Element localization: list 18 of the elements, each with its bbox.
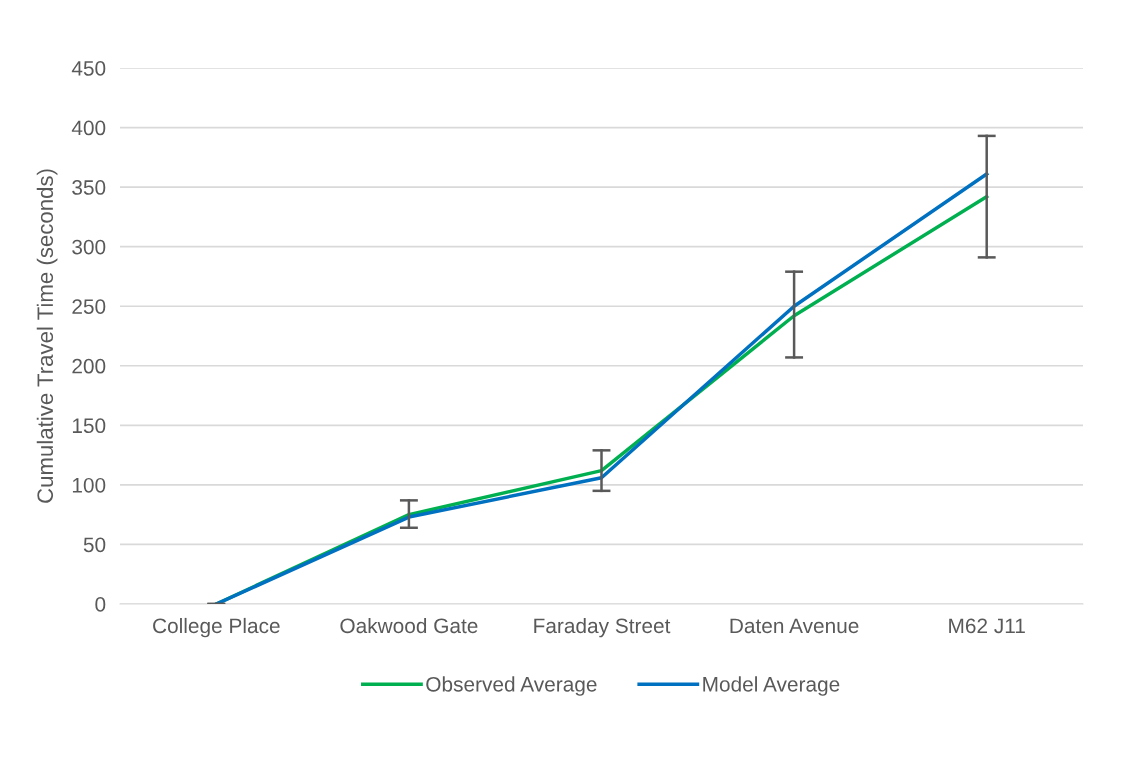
y-tick-label: 150 bbox=[72, 418, 106, 434]
y-tick-label: 400 bbox=[71, 120, 106, 136]
y-tick-label: 100 bbox=[72, 477, 106, 493]
y-tick-label: 0 bbox=[95, 597, 106, 612]
y-tick-label: 450 bbox=[71, 61, 106, 76]
x-tick-label: Oakwood Gate bbox=[340, 617, 478, 634]
legend-label: Observed Average bbox=[426, 676, 597, 696]
x-tick-label: Daten Avenue bbox=[730, 618, 859, 634]
y-axis-title: Cumulative Travel Time (seconds) bbox=[36, 169, 58, 503]
x-tick-label: Faraday Street bbox=[534, 617, 671, 638]
legend-label: Model Average bbox=[703, 676, 840, 696]
x-tick-label: College Place bbox=[153, 617, 280, 638]
y-tick-label: 300 bbox=[72, 239, 106, 255]
y-tick-label: 50 bbox=[83, 537, 106, 553]
y-tick-label: 250 bbox=[72, 299, 106, 314]
x-tick-label: M62 J11 bbox=[949, 618, 1025, 634]
y-tick-label: 350 bbox=[72, 180, 106, 195]
y-tick-label: 200 bbox=[72, 358, 106, 374]
